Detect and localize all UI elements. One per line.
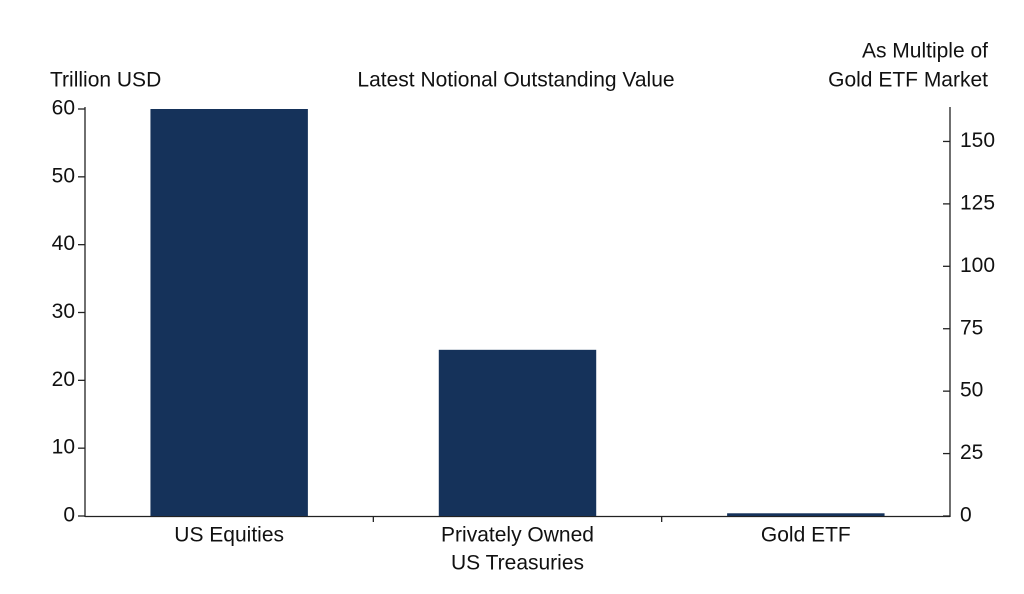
y2-axis-label: As Multiple of [862, 40, 988, 63]
y-tick-label: 40 [52, 232, 75, 255]
bar [438, 349, 597, 516]
y2-tick-label: 125 [960, 191, 995, 214]
x-tick-label: US Equities [174, 524, 284, 547]
y-tick-label: 20 [52, 368, 75, 391]
bar [727, 513, 885, 516]
y-tick-label: 50 [52, 164, 75, 187]
y2-tick-label: 0 [960, 504, 972, 527]
x-tick-label: Privately Owned [441, 524, 594, 547]
y2-tick-label: 100 [960, 254, 995, 277]
y2-tick-label: 150 [960, 129, 995, 152]
x-tick-label: US Treasuries [451, 552, 584, 575]
y-tick-label: 30 [52, 300, 75, 323]
y2-tick-label: 75 [960, 316, 983, 339]
x-tick-label: Gold ETF [761, 524, 851, 547]
y-axis-label: Trillion USD [50, 69, 161, 92]
y2-tick-label: 50 [960, 379, 983, 402]
y2-axis-label: Gold ETF Market [828, 69, 988, 92]
chart-title: Latest Notional Outstanding Value [357, 69, 674, 92]
y2-tick-label: 25 [960, 441, 983, 464]
bar [150, 109, 308, 516]
y-tick-label: 10 [52, 436, 75, 459]
y-tick-label: 60 [52, 97, 75, 120]
y-tick-label: 0 [63, 504, 75, 527]
